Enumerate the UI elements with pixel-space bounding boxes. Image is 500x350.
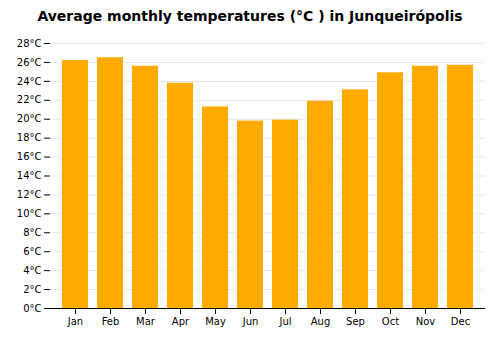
svg-text:Oct: Oct: [382, 316, 399, 327]
svg-text:Dec: Dec: [451, 316, 470, 327]
svg-text:2°C: 2°C: [23, 284, 41, 295]
svg-text:16°C: 16°C: [17, 151, 42, 162]
svg-text:Sep: Sep: [346, 316, 365, 327]
svg-text:Apr: Apr: [172, 316, 190, 327]
svg-text:Mar: Mar: [136, 316, 156, 327]
svg-text:4°C: 4°C: [23, 265, 41, 276]
svg-text:6°C: 6°C: [23, 246, 41, 257]
svg-text:10°C: 10°C: [17, 208, 42, 219]
svg-text:14°C: 14°C: [17, 170, 42, 181]
svg-text:Nov: Nov: [416, 316, 436, 327]
svg-text:Aug: Aug: [311, 316, 331, 327]
svg-text:18°C: 18°C: [17, 132, 42, 143]
svg-text:0°C: 0°C: [23, 303, 41, 314]
svg-text:20°C: 20°C: [17, 113, 42, 124]
svg-text:Feb: Feb: [102, 316, 120, 327]
svg-text:22°C: 22°C: [17, 94, 42, 105]
svg-text:May: May: [205, 316, 226, 327]
svg-text:12°C: 12°C: [17, 189, 42, 200]
html-text:Average monthly temperatures (: Average monthly temperatures (°C ) in Ju…: [37, 8, 463, 24]
svg-text:8°C: 8°C: [23, 227, 41, 238]
svg-text:28°C: 28°C: [17, 38, 42, 49]
svg-text:24°C: 24°C: [17, 76, 42, 87]
svg-text:Jun: Jun: [242, 316, 259, 327]
svg-text:26°C: 26°C: [17, 57, 42, 68]
svg-text:Jan: Jan: [67, 316, 83, 327]
svg-text:Jul: Jul: [278, 316, 291, 327]
